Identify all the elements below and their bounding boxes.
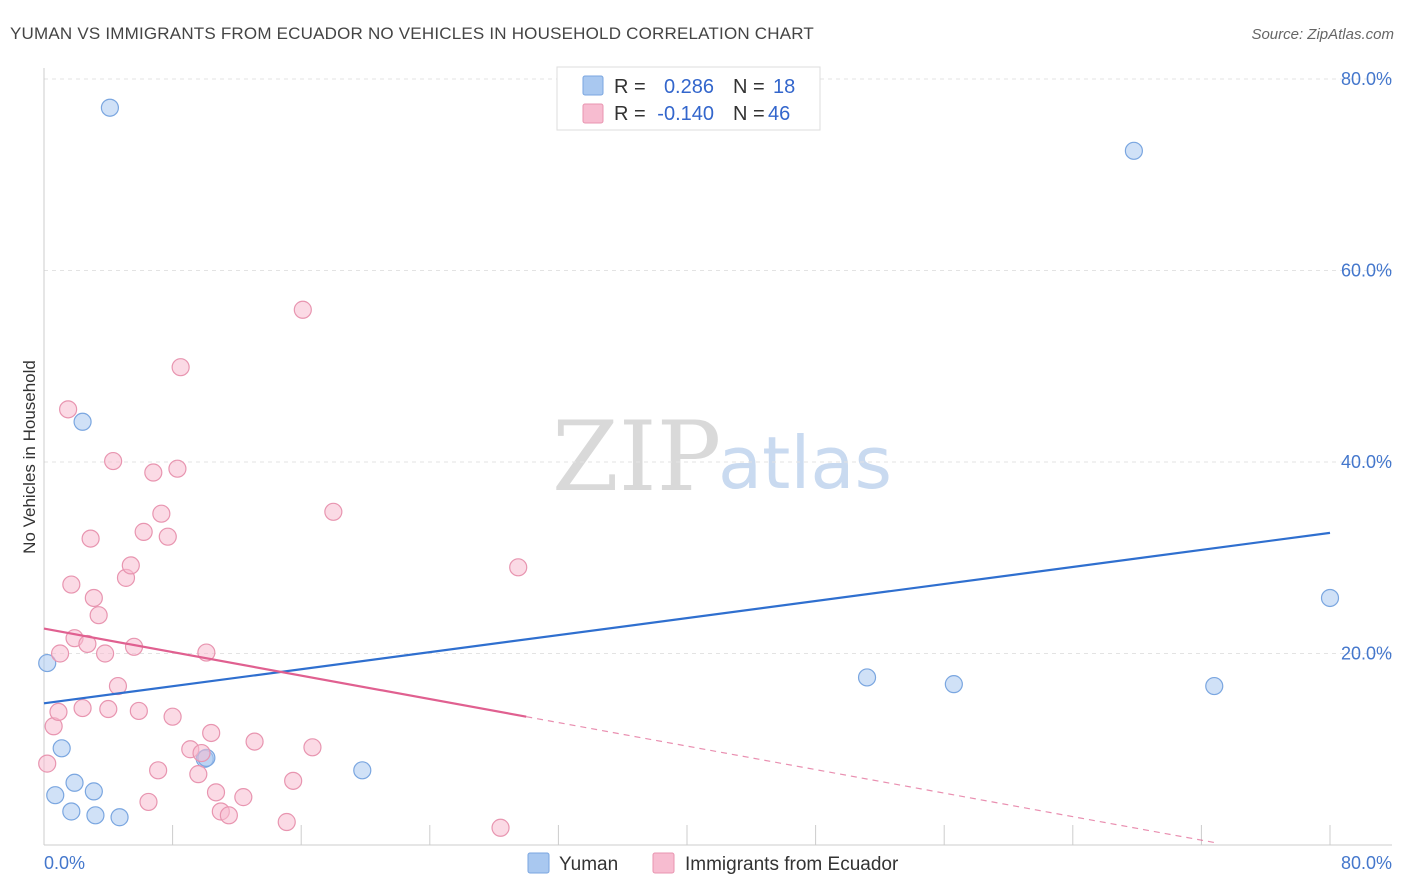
point-series1-33 [202, 723, 221, 743]
chart-title: YUMAN VS IMMIGRANTS FROM ECUADOR NO VEHI… [10, 24, 814, 43]
point-series0-12 [1124, 141, 1143, 160]
axes [43, 68, 1392, 846]
point-series0-3 [52, 739, 71, 758]
point-series1-30 [189, 765, 208, 784]
point-series1-7 [73, 698, 92, 718]
point-series0-11 [353, 761, 372, 780]
y-axis-label: No Vehicles in Household [20, 360, 39, 554]
stats-legend-swatch-yuman [582, 75, 604, 96]
point-series1-22 [144, 463, 163, 482]
point-series1-44 [491, 818, 510, 837]
point-series1-14 [104, 451, 123, 471]
x-tick-label-min: 0.0% [44, 853, 85, 873]
point-series1-23 [149, 761, 168, 780]
point-series0-15 [944, 675, 963, 694]
trend-line-series0 [43, 531, 1331, 705]
y-tick-label-1: 40.0% [1341, 452, 1392, 472]
y-tick-label-2: 60.0% [1341, 261, 1392, 281]
point-series1-17 [121, 556, 140, 575]
trend-line-dashed-series1 [526, 716, 1218, 844]
point-series1-25 [158, 527, 177, 546]
gridlines [44, 78, 1392, 654]
stats-legend-n-ecuador: 46 [768, 103, 790, 125]
point-series1-27 [168, 459, 187, 478]
point-series0-0 [38, 653, 57, 673]
point-series0-5 [65, 773, 84, 792]
point-series1-41 [293, 300, 312, 319]
point-series0-1 [100, 98, 120, 117]
point-series1-19 [129, 701, 148, 721]
watermark-atlas: atlas [718, 421, 892, 505]
y-tick-labels: 20.0% 40.0% 60.0% 80.0% [1341, 69, 1392, 664]
point-series1-4 [59, 400, 78, 419]
point-series1-0 [38, 754, 57, 773]
point-series1-20 [134, 522, 153, 541]
point-series1-38 [245, 732, 264, 751]
chart-source: Source: ZipAtlas.com [1251, 26, 1394, 43]
point-series1-12 [95, 644, 115, 663]
point-series0-16 [1205, 676, 1224, 696]
point-series0-13 [1320, 588, 1340, 608]
trend-layer [43, 531, 1331, 844]
point-series1-21 [139, 792, 158, 812]
trend-line-series1 [43, 627, 527, 718]
point-series0-6 [84, 782, 103, 801]
series-legend-label-yuman: Yuman [559, 854, 618, 875]
stats-legend-r-label-ecuador: R = [614, 103, 646, 125]
stats-legend-r-label-yuman: R = [614, 76, 646, 98]
point-series1-40 [284, 771, 303, 790]
point-series1-28 [171, 358, 190, 377]
stats-legend-r-yuman: 0.286 [664, 76, 714, 98]
point-series0-7 [62, 802, 81, 821]
point-series1-24 [152, 504, 171, 523]
point-series1-34 [206, 783, 226, 802]
point-series0-8 [86, 806, 105, 825]
point-series1-39 [277, 812, 296, 832]
stats-legend: R = 0.286 N = 18 R = -0.140 N = 46 [556, 66, 821, 131]
point-series1-37 [234, 788, 253, 807]
point-series0-14 [857, 668, 877, 687]
x-tick-label-max: 80.0% [1341, 853, 1392, 873]
point-series0-2 [73, 412, 92, 431]
y-tick-label-3: 80.0% [1341, 69, 1392, 89]
series-legend-swatch-ecuador [652, 852, 675, 874]
point-series1-5 [62, 575, 81, 594]
point-series1-9 [81, 529, 100, 548]
y-tick-label-0: 20.0% [1341, 644, 1392, 664]
series-legend-label-ecuador: Immigrants from Ecuador [685, 854, 899, 875]
point-series1-43 [324, 502, 343, 521]
point-series0-9 [110, 808, 129, 827]
point-series1-3 [50, 644, 70, 663]
stats-legend-n-label-yuman: N = [733, 76, 765, 98]
points-layer [38, 98, 1340, 837]
point-series1-36 [219, 806, 238, 825]
watermark: ZIP atlas [552, 401, 892, 513]
point-series1-13 [99, 699, 118, 719]
point-series1-42 [303, 738, 322, 757]
point-series1-11 [89, 606, 108, 625]
stats-legend-n-yuman: 18 [773, 76, 795, 98]
watermark-zip: ZIP [552, 401, 721, 513]
stats-legend-n-label-ecuador: N = [733, 103, 765, 125]
stats-legend-r-ecuador: -0.140 [657, 103, 714, 125]
stats-legend-swatch-ecuador [582, 103, 604, 124]
point-series1-10 [84, 588, 103, 608]
point-series0-4 [46, 786, 65, 805]
point-series1-45 [509, 558, 528, 577]
series-legend: Yuman Immigrants from Ecuador [527, 852, 899, 875]
point-series1-2 [49, 702, 68, 722]
series-legend-swatch-yuman [527, 852, 550, 874]
point-series1-31 [192, 743, 211, 763]
point-series1-26 [163, 707, 182, 726]
